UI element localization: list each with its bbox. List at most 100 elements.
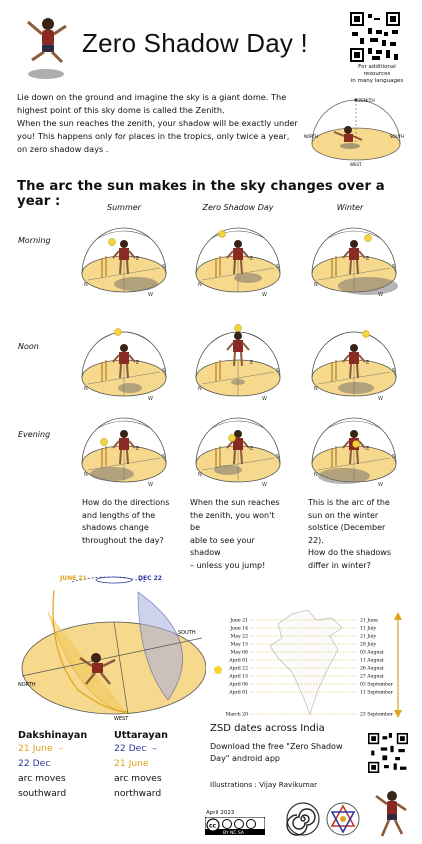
compass-e-label: E xyxy=(250,360,253,366)
spiral-logo-icon xyxy=(285,801,321,837)
svg-text:ZENITH: ZENITH xyxy=(358,98,375,104)
right-date-label: 03 August xyxy=(360,650,384,656)
shadow-mark xyxy=(214,465,242,475)
compass-w-label: W xyxy=(148,482,153,488)
left-date-label: June 21 xyxy=(229,618,248,624)
zsd-dates-chart: June 21 21 June June 14 11 July May 22 21 Jul… xyxy=(212,609,412,722)
compass-e-label: E xyxy=(366,360,369,366)
compass-n-label: N xyxy=(198,472,202,478)
dome-noon-summer: N E S W xyxy=(78,318,170,402)
shadow-mark xyxy=(318,468,370,484)
qr-code-icon[interactable] xyxy=(350,12,400,62)
left-date-label: May 15 xyxy=(231,642,248,648)
star-logo-icon xyxy=(325,801,361,837)
left-date-label: April 01 xyxy=(228,690,248,696)
zenith-dome-diagram: ZENITH NORTH SOUTH WEST xyxy=(300,88,410,170)
caption-zero-shadow-day: When the sun reaches the zenith, you won… xyxy=(190,498,280,570)
right-date-label: 21 July xyxy=(360,634,377,640)
compass-n-label: N xyxy=(84,386,88,392)
compass-w-label: W xyxy=(378,396,383,402)
compass-s-label: S xyxy=(276,454,279,460)
sun-icon xyxy=(100,438,108,446)
svg-text:DEC 22: DEC 22 xyxy=(138,575,162,582)
shadow-mark xyxy=(118,383,142,393)
left-date-label: May 22 xyxy=(231,634,248,640)
shadow-mark xyxy=(338,382,374,394)
compass-w-label: W xyxy=(148,396,153,402)
sun-icon xyxy=(234,324,242,332)
left-date-label: May 06 xyxy=(231,650,248,656)
svg-text:WEST: WEST xyxy=(350,162,362,167)
dome-morning-winter: N E S W xyxy=(308,214,400,298)
qr-caption: For additional resources in many languag… xyxy=(350,64,404,84)
svg-text:NORTH: NORTH xyxy=(18,682,36,688)
sun-icon xyxy=(228,434,236,442)
cc-license-badge: cc BY NC SA xyxy=(204,816,266,836)
license-date: April 2023 xyxy=(206,810,235,816)
dome-evening-winter: N E S W xyxy=(308,404,400,488)
dome-noon-winter: N E S W xyxy=(308,318,400,402)
compass-s-label: S xyxy=(162,368,165,374)
section-heading: The arc the sun makes in the sky changes… xyxy=(17,179,385,209)
sun-icon xyxy=(352,440,360,448)
dome-noon-zero-shadow-day: N E S W xyxy=(192,318,284,402)
compass-s-label: S xyxy=(162,264,165,270)
right-date-label: 11 July xyxy=(360,626,377,632)
uttarayan-block: Uttarayan 22 Dec – 21 June arc moves nor… xyxy=(114,730,168,799)
svg-text:JUNE 21: JUNE 21 xyxy=(59,575,87,582)
compass-w-label: W xyxy=(262,396,267,402)
svg-text:WEST: WEST xyxy=(114,716,129,722)
right-date-label: 29 July xyxy=(360,642,377,648)
jumping-child-illustration xyxy=(16,12,76,82)
shadow-mark xyxy=(231,379,245,385)
compass-s-label: S xyxy=(276,264,279,270)
dome-morning-zero-shadow-day: N E S W xyxy=(192,214,284,298)
dakshinayan-block: Dakshinayan 21 June – 22 Dec arc moves s… xyxy=(18,730,88,799)
column-label-summer: Summer xyxy=(107,203,141,212)
dome-evening-zero-shadow-day: N E S W xyxy=(192,404,284,488)
app-qr-code-icon[interactable] xyxy=(368,733,408,773)
illustrations-credit: Illustrations : Vijay Ravikumar xyxy=(210,780,318,789)
sun-icon xyxy=(108,238,116,246)
right-date-label: 23 September xyxy=(360,712,394,718)
compass-n-label: N xyxy=(198,282,202,288)
dome-morning-summer: N E S W xyxy=(78,214,170,298)
compass-w-label: W xyxy=(378,482,383,488)
page-title: Zero Shadow Day ! xyxy=(82,28,308,58)
compass-s-label: S xyxy=(392,264,395,270)
column-label-winter: Winter xyxy=(336,203,364,212)
dome-evening-summer: N E S W xyxy=(78,404,170,488)
svg-text:BY NC SA: BY NC SA xyxy=(223,830,245,835)
seasonal-arc-diagram: JUNE 21 DEC 22 NORTH SOUTH WEST xyxy=(18,572,207,722)
compass-n-label: N xyxy=(198,386,202,392)
compass-e-label: E xyxy=(250,446,253,452)
compass-e-label: E xyxy=(250,256,253,262)
svg-text:SOUTH: SOUTH xyxy=(178,630,196,636)
row-label-evening: Evening xyxy=(18,430,51,439)
zsd-dates-title: ZSD dates across India xyxy=(210,723,325,734)
app-download-text: Download the free "Zero Shadow Day" andr… xyxy=(210,742,343,763)
compass-e-label: E xyxy=(136,360,139,366)
compass-w-label: W xyxy=(148,292,153,298)
compass-e-label: E xyxy=(136,446,139,452)
compass-w-label: W xyxy=(262,482,267,488)
shadow-mark xyxy=(114,277,158,291)
sun-icon xyxy=(114,328,122,336)
sun-icon xyxy=(362,330,370,338)
svg-text:SOUTH: SOUTH xyxy=(390,134,404,139)
compass-s-label: S xyxy=(392,454,395,460)
right-date-label: 27 August xyxy=(360,674,384,680)
column-label-zero-shadow-day: Zero Shadow Day xyxy=(202,203,274,212)
shadow-mark xyxy=(90,467,134,481)
left-date-label: April 22 xyxy=(228,666,248,672)
compass-w-label: W xyxy=(378,292,383,298)
compass-e-label: E xyxy=(366,446,369,452)
svg-text:cc: cc xyxy=(209,823,217,830)
compass-e-label: E xyxy=(136,256,139,262)
row-label-morning: Morning xyxy=(18,236,51,245)
left-date-label: April 15 xyxy=(228,674,248,680)
caption-winter: This is the arc of the sun on the winter… xyxy=(308,498,392,570)
compass-e-label: E xyxy=(366,256,369,262)
compass-n-label: N xyxy=(84,472,88,478)
row-label-noon: Noon xyxy=(18,342,39,351)
